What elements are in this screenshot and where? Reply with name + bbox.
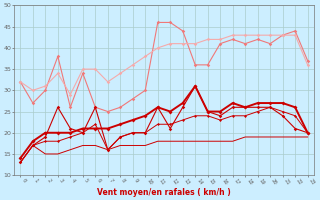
X-axis label: Vent moyen/en rafales ( km/h ): Vent moyen/en rafales ( km/h ) xyxy=(97,188,231,197)
